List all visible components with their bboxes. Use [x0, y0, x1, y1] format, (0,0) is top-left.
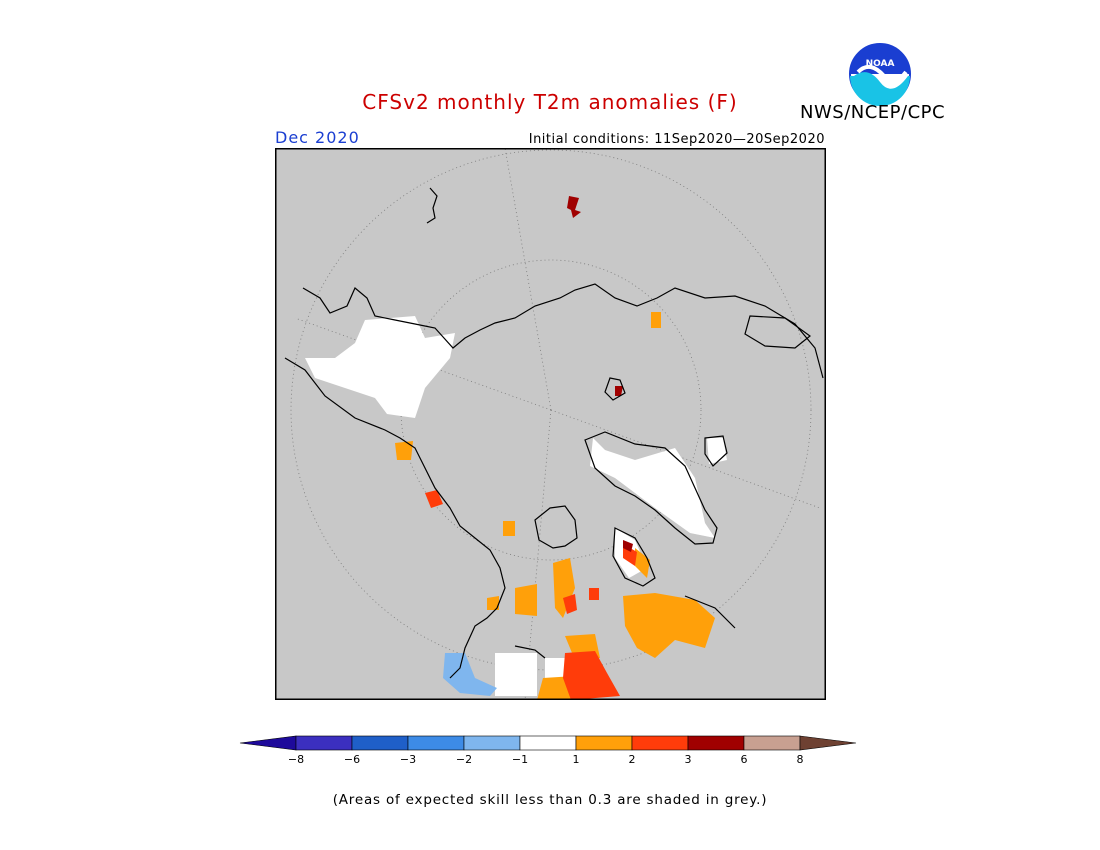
colorbar-label: −1 [512, 753, 528, 766]
anomaly-darkred-areas [567, 196, 633, 552]
colorbar-label: 3 [685, 753, 692, 766]
colorbar-label: −6 [344, 753, 360, 766]
anomaly-red-areas [425, 490, 637, 700]
colorbar-swatch [799, 735, 857, 751]
colorbar-label: 2 [629, 753, 636, 766]
colorbar-swatch [519, 735, 577, 751]
polar-map [275, 148, 826, 700]
colorbar-swatch [575, 735, 633, 751]
map-frame [275, 148, 826, 700]
colorbar-swatch [239, 735, 297, 751]
anomaly-orange-areas [395, 312, 715, 700]
colorbar-swatch [631, 735, 689, 751]
colorbar-legend: −8 −6 −3 −2 −1 1 2 3 6 8 [239, 735, 857, 766]
logo-text: NOAA [866, 59, 895, 69]
colorbar-label: 1 [573, 753, 580, 766]
chart-title: CFSv2 monthly T2m anomalies (F) [362, 90, 738, 114]
skill-footnote: (Areas of expected skill less than 0.3 a… [332, 792, 768, 808]
colorbar-swatch [407, 735, 465, 751]
colorbar-label: 6 [741, 753, 748, 766]
colorbar-swatch [295, 735, 353, 751]
noaa-logo-icon: NOAA [849, 43, 911, 106]
colorbar-swatch [351, 735, 409, 751]
agency-label: NWS/NCEP/CPC [800, 102, 946, 123]
colorbar-swatch [687, 735, 745, 751]
colorbar-label: −8 [288, 753, 304, 766]
initial-conditions: Initial conditions: 11Sep2020—20Sep2020 [528, 132, 825, 147]
colorbar-swatch [463, 735, 521, 751]
colorbar-label: 8 [797, 753, 804, 766]
map-background [275, 148, 826, 700]
colorbar-label: −3 [400, 753, 416, 766]
colorbar-label: −2 [456, 753, 472, 766]
anomaly-lightblue-areas [443, 653, 497, 696]
colorbar-swatch [743, 735, 801, 751]
coastlines [284, 187, 824, 679]
forecast-month: Dec 2020 [275, 128, 360, 147]
